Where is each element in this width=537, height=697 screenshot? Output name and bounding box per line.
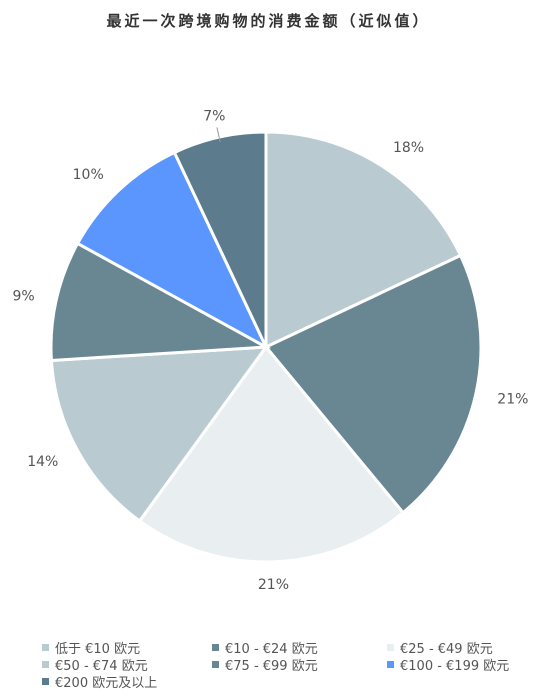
legend-swatch (212, 644, 219, 651)
pie-label-4: 9% (12, 288, 34, 304)
legend-item-4: €75 - €99 欧元 (212, 655, 318, 674)
legend-swatch (387, 644, 394, 651)
legend-item-0: 低于 €10 欧元 (42, 638, 140, 657)
pie-slice-1 (263, 253, 483, 515)
legend-swatch (42, 661, 49, 668)
legend-label: €25 - €49 欧元 (400, 642, 493, 657)
pie-slice-2 (137, 344, 406, 564)
legend-swatch (387, 661, 394, 668)
pie-label-3: 14% (27, 454, 58, 470)
pie-chart: 18% 21% 21% 14% 9% 10% 7% (12, 109, 528, 593)
chart-title: 最近一次跨境购物的消费金额（近似值） (106, 12, 431, 30)
pie-label-5: 10% (73, 167, 104, 183)
pie-label-6: 7% (203, 109, 225, 125)
legend-swatch (42, 678, 49, 685)
pie-leader-6 (216, 127, 221, 143)
legend-label: 低于 €10 欧元 (55, 642, 141, 657)
legend-label: €200 欧元及以上 (55, 676, 158, 691)
legend-item-5: €100 - €199 欧元 (387, 655, 509, 674)
legend-item-3: €50 - €74 欧元 (42, 655, 148, 674)
legend-item-2: €25 - €49 欧元 (387, 638, 493, 657)
legend-label: €100 - €199 欧元 (400, 659, 510, 674)
pie-label-1: 21% (497, 392, 528, 408)
pie-slice-0 (264, 130, 463, 350)
legend-label: €50 - €74 欧元 (55, 659, 148, 674)
pie-label-0: 18% (393, 140, 424, 156)
legend-item-1: €10 - €24 欧元 (212, 638, 318, 657)
legend-swatch (212, 661, 219, 668)
pie-slice-3 (49, 345, 270, 524)
legend-swatch (42, 644, 49, 651)
legend-label: €75 - €99 欧元 (225, 659, 318, 674)
pie-slice-4 (49, 241, 272, 363)
pie-label-2: 21% (258, 577, 289, 593)
legend-label: €10 - €24 欧元 (225, 642, 318, 657)
pie-slice-5 (75, 150, 270, 351)
legend-item-6: €200 欧元及以上 (42, 672, 157, 691)
